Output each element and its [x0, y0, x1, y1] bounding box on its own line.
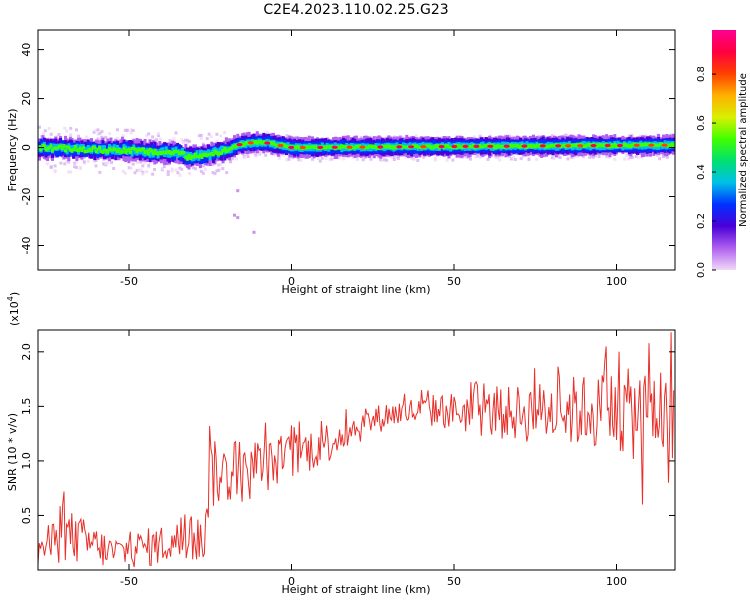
colorbar-tick-label: 0.6	[696, 115, 707, 131]
snr-ticks: -50 0 50 100 0.5 1.0 1.5 2.0	[20, 330, 675, 588]
colorbar-label: Normalized spectral amplitude	[738, 73, 749, 227]
chart-title: C2E4.2023.110.02.25.G23	[263, 2, 448, 18]
colorbar-tick-label: 0.4	[696, 164, 707, 180]
snr-y-tick-label: 1.0	[20, 452, 33, 470]
colorbar-tick-label: 0.0	[696, 262, 707, 278]
snr-panel: -50 0 50 100 0.5 1.0 1.5 2.0 Height of straight…	[6, 292, 676, 596]
snr-y-tick-label: 1.5	[20, 398, 33, 416]
snr-x-tick-label: 50	[447, 575, 461, 588]
snr-x-tick-label: 0	[288, 575, 295, 588]
spectrogram-outlier	[233, 213, 236, 217]
colorbar-tick-label: 0.2	[696, 213, 707, 229]
colorbar-gradient	[712, 30, 736, 270]
colorbar-ticks: 0.0 0.2 0.4 0.6 0.8	[696, 66, 716, 278]
snr-x-tick-label: -50	[120, 575, 138, 588]
colorbar: 0.0 0.2 0.4 0.6 0.8 Normalized spectral ampl…	[696, 30, 749, 278]
spectrogram-outlier	[236, 216, 240, 220]
spectrogram-outlier	[236, 189, 240, 193]
spectrogram-x-tick-label: -50	[120, 275, 138, 288]
spectrogram-peak-dots	[236, 141, 668, 150]
snr-x-axis-label: Height of straight line (km)	[281, 583, 430, 596]
spectrogram-y-tick-label: -20	[20, 188, 33, 206]
snr-data	[38, 332, 675, 568]
snr-y-axis-label: SNR (10 * v/v)	[6, 413, 19, 491]
snr-frame	[37, 329, 676, 571]
spectrogram-data	[38, 125, 675, 234]
spectrogram-y-axis-label: Frequency (Hz)	[6, 109, 19, 192]
spectrogram-x-axis-label: Height of straight line (km)	[281, 283, 430, 296]
spectrogram-outlier	[252, 230, 256, 234]
snr-x-tick-label: 100	[606, 575, 627, 588]
snr-multiplier-label: (x104)	[6, 292, 21, 326]
spectrogram-x-tick-label: 0	[288, 275, 295, 288]
snr-y-tick-label: 2.0	[20, 343, 33, 361]
spectrogram-y-tick-label: 20	[20, 92, 33, 106]
spectrogram-x-tick-label: 100	[606, 275, 627, 288]
spectrogram-y-tick-label: 0	[20, 144, 33, 151]
spectrogram-ticks: -50 0 50 100 40 20 0 -20 -40	[20, 30, 675, 288]
snr-series-line	[38, 332, 675, 568]
spectrogram-panel: -50 0 50 100 40 20 0 -20 -40 Height of straight …	[6, 29, 676, 296]
spectrogram-x-tick-label: 50	[447, 275, 461, 288]
spectrogram-y-tick-label: 40	[20, 43, 33, 57]
spectrogram-y-tick-label: -40	[20, 237, 33, 255]
colorbar-tick-label: 0.8	[696, 66, 707, 82]
spectrogram-frame	[37, 29, 676, 271]
snr-y-tick-label: 0.5	[20, 507, 33, 525]
